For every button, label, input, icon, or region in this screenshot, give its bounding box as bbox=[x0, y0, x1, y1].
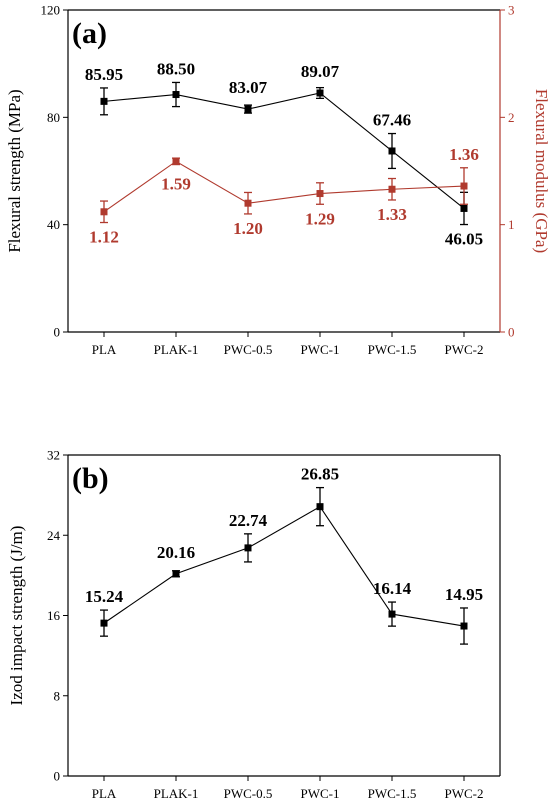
x-tick-label: PWC-2 bbox=[445, 342, 484, 357]
y-tick-label: 24 bbox=[47, 528, 61, 543]
data-point bbox=[388, 147, 396, 155]
data-point bbox=[388, 185, 396, 193]
data-label: 15.24 bbox=[85, 587, 124, 606]
data-label: 1.12 bbox=[89, 228, 119, 247]
data-label: 67.46 bbox=[373, 111, 411, 130]
y2-tick-label: 3 bbox=[508, 3, 515, 18]
data-point bbox=[388, 610, 396, 618]
x-tick-label: PWC-0.5 bbox=[224, 786, 273, 801]
data-label: 89.07 bbox=[301, 62, 340, 81]
data-label: 88.50 bbox=[157, 59, 195, 78]
data-point bbox=[244, 544, 252, 552]
chart-panel-b: 0 8 16 24 32 PLA PLAK-1 PWC-0.5 PWC-1 PWC-1.5 PWC-… bbox=[7, 448, 501, 801]
data-point bbox=[316, 190, 324, 198]
data-point bbox=[316, 89, 324, 97]
x-tick-label: PWC-0.5 bbox=[224, 342, 273, 357]
y-tick-label: 80 bbox=[47, 110, 60, 125]
series-line bbox=[103, 505, 465, 627]
x-tick-label: PWC-1.5 bbox=[368, 786, 417, 801]
y-tick-label: 32 bbox=[47, 448, 60, 463]
y2-tick-label: 0 bbox=[508, 325, 515, 340]
data-point bbox=[172, 157, 180, 165]
data-point bbox=[172, 91, 180, 99]
panel-label: (a) bbox=[72, 17, 107, 50]
x-tick-label: PWC-2 bbox=[445, 786, 484, 801]
x-tick-label: PLAK-1 bbox=[154, 342, 199, 357]
data-label: 14.95 bbox=[445, 585, 483, 604]
chart-panel-a: 0 40 80 120 0 1 2 3 PLA PLAK-1 PWC-0.5 PWC-1 PWC-1.5… bbox=[5, 3, 550, 358]
data-label: 1.33 bbox=[377, 205, 407, 224]
y-tick-label: 40 bbox=[47, 217, 60, 232]
series-0: 15.24 20.16 22.74 26.85 16.14 14.95 bbox=[85, 465, 483, 645]
data-label: 26.85 bbox=[301, 465, 339, 484]
data-label: 1.36 bbox=[449, 145, 479, 164]
y-tick-label: 16 bbox=[47, 608, 61, 623]
data-point bbox=[460, 622, 468, 630]
x-tick-label: PWC-1.5 bbox=[368, 342, 417, 357]
data-label: 46.05 bbox=[445, 230, 483, 249]
x-tick-label: PLA bbox=[92, 786, 117, 801]
x-tick-label: PLAK-1 bbox=[154, 786, 199, 801]
y2-tick-label: 1 bbox=[508, 217, 515, 232]
data-label: 1.20 bbox=[233, 219, 263, 238]
data-point bbox=[100, 208, 108, 216]
y-tick-label: 8 bbox=[54, 688, 61, 703]
data-label: 83.07 bbox=[229, 78, 268, 97]
data-label: 1.29 bbox=[305, 209, 335, 228]
data-label: 1.59 bbox=[161, 174, 191, 193]
series-line bbox=[103, 160, 465, 213]
series-1: 1.12 1.59 1.20 1.29 1.33 1.36 bbox=[89, 145, 479, 247]
y-axis-title: Izod impact strength (J/m) bbox=[7, 526, 26, 706]
series-line bbox=[103, 92, 465, 209]
x-tick-label: PWC-1 bbox=[301, 786, 340, 801]
data-point bbox=[172, 570, 180, 578]
y-tick-label: 0 bbox=[54, 325, 61, 340]
data-label: 16.14 bbox=[373, 579, 412, 598]
data-label: 20.16 bbox=[157, 543, 195, 562]
y2-axis-title: Flexural modulus (GPa) bbox=[532, 89, 550, 253]
data-point bbox=[100, 97, 108, 105]
y-tick-label: 120 bbox=[41, 3, 61, 18]
x-tick-label: PLA bbox=[92, 342, 117, 357]
y-axis-title: Flexural strength (MPa) bbox=[5, 89, 24, 252]
y-tick-label: 0 bbox=[54, 769, 61, 784]
data-point bbox=[460, 182, 468, 190]
data-point bbox=[244, 199, 252, 207]
series-0: 85.95 88.50 83.07 89.07 67.46 46.05 bbox=[85, 59, 483, 248]
data-point bbox=[100, 619, 108, 627]
data-label: 85.95 bbox=[85, 65, 123, 84]
data-point bbox=[316, 503, 324, 511]
data-point bbox=[460, 204, 468, 212]
x-tick-label: PWC-1 bbox=[301, 342, 340, 357]
y2-tick-label: 2 bbox=[508, 110, 515, 125]
panel-label: (b) bbox=[72, 462, 109, 495]
data-point bbox=[244, 105, 252, 113]
data-label: 22.74 bbox=[229, 511, 268, 530]
